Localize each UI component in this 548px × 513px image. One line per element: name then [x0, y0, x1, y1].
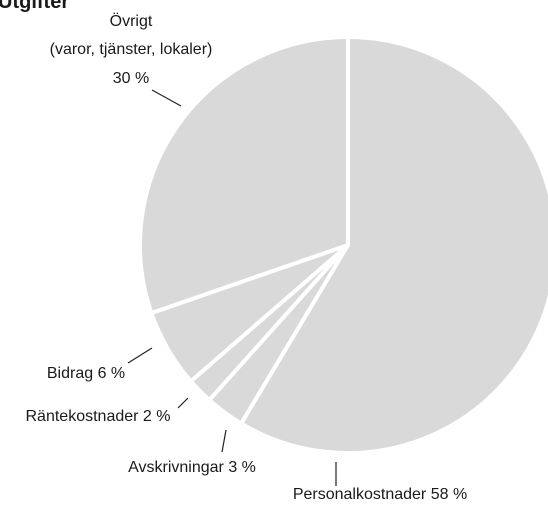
value-label: 2 %: [143, 408, 171, 425]
category-label: Övrigt: [110, 12, 153, 30]
pie: [138, 34, 548, 455]
slice-label: Bidrag 6 %: [47, 365, 125, 382]
leader-line: [151, 89, 182, 107]
value-label: 3 %: [228, 459, 256, 476]
category-label: Bidrag: [47, 365, 93, 382]
category-label: Avskrivningar: [128, 459, 224, 476]
pie-slice: [238, 34, 548, 455]
leader-line: [127, 347, 153, 364]
leader-line: [221, 429, 227, 453]
pie-slice: [138, 34, 350, 316]
slice-label: Avskrivningar 3 %: [128, 459, 256, 476]
value-label: 58 %: [431, 486, 467, 503]
value-label: 30 %: [113, 70, 149, 87]
slice-label: Personalkostnader 58 %: [293, 486, 467, 503]
chart-title: Utgifter: [0, 0, 69, 13]
category-label: Räntekostnader: [26, 408, 140, 425]
slice-label: Räntekostnader 2 %: [26, 408, 171, 425]
leader-line: [177, 397, 189, 409]
category-label: Personalkostnader: [293, 486, 427, 503]
annotation: (varor, tjänster, lokaler): [50, 41, 213, 58]
value-label: 6 %: [98, 365, 126, 382]
